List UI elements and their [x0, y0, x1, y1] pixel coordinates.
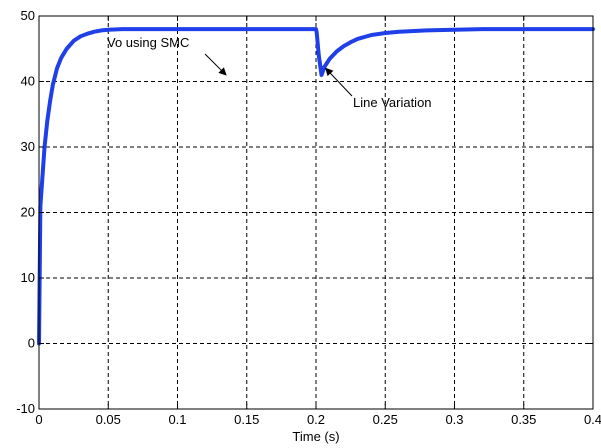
annotation-label: Vo using SMC [107, 35, 189, 50]
x-tick-label: 0 [35, 412, 42, 427]
x-tick-label: 0.4 [584, 412, 601, 427]
y-tick-label: -10 [16, 401, 35, 416]
series-line-vo [37, 27, 595, 346]
x-tick-label: 0.3 [445, 412, 463, 427]
grid-lines [39, 16, 593, 409]
y-tick-label: 40 [21, 74, 35, 89]
x-tick-label: 0.35 [511, 412, 536, 427]
y-tick-label: 30 [21, 139, 35, 154]
annotation-arrow [325, 67, 353, 97]
y-tick-label: 10 [21, 270, 35, 285]
x-tick-label: 0.2 [307, 412, 325, 427]
x-tick-label: 0.1 [168, 412, 186, 427]
x-tick-label: 0.15 [234, 412, 259, 427]
annotation-arrow [204, 53, 227, 76]
y-tick-label: 20 [21, 205, 35, 220]
x-tick-label: 0.25 [373, 412, 398, 427]
annotations-layer: Vo using SMC Line Variation [107, 35, 432, 110]
axis-ticks: 0 0.05 0.1 0.15 0.2 0.25 0.3 0.35 0.4-1001020304… [16, 8, 601, 427]
x-tick-label: 0.05 [96, 412, 121, 427]
y-tick-label: 50 [21, 8, 35, 23]
y-tick-label: 0 [28, 336, 35, 351]
x-axis-label: Time (s) [292, 429, 339, 444]
series-layer [37, 27, 595, 346]
annotation-label: Line Variation [353, 95, 432, 110]
